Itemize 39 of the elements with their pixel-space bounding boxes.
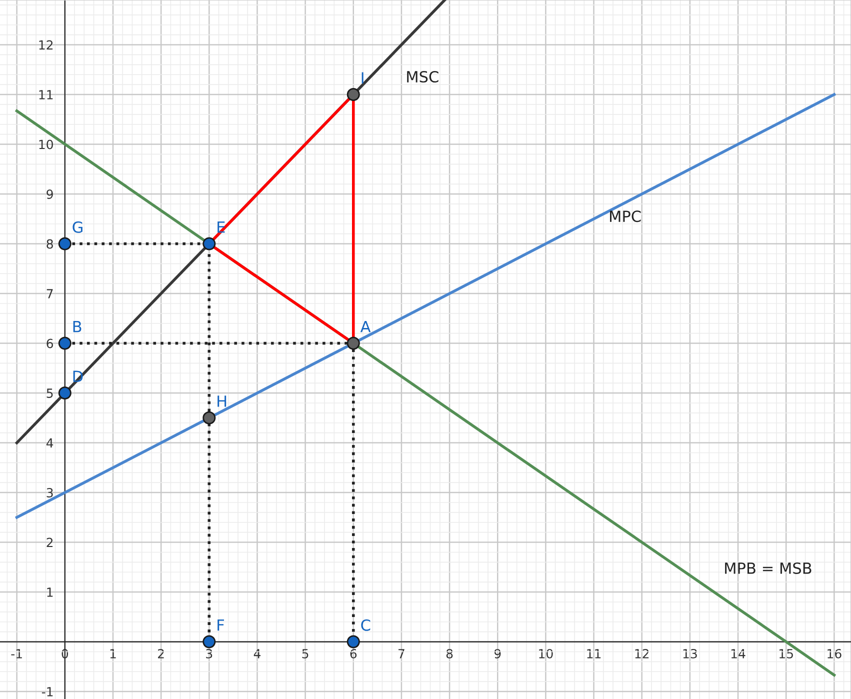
x-tick-label: 6: [350, 648, 357, 658]
x-tick-label: 9: [494, 648, 501, 658]
annotation: C: [361, 619, 370, 631]
y-tick-label: 9: [46, 190, 53, 199]
annotation: A: [360, 321, 371, 332]
x-tick-label: 1: [110, 649, 116, 658]
x-tick-label: 12: [635, 648, 649, 658]
y-tick-label: 6: [46, 338, 54, 348]
x-tick-label: -1: [11, 649, 22, 658]
y-tick-label: 1: [47, 588, 53, 597]
y-tick-label: -1: [42, 687, 53, 696]
x-tick-label: 7: [398, 649, 404, 658]
series-label: MSC: [407, 70, 438, 83]
annotation: G: [72, 221, 82, 233]
x-tick-label: 16: [828, 648, 842, 658]
y-tick-label: 4: [46, 438, 54, 448]
x-tick-label: 13: [683, 648, 697, 658]
x-tick-label: 15: [780, 649, 793, 658]
x-tick-label: 11: [587, 649, 601, 658]
y-tick-label: 10: [39, 140, 53, 150]
annotation: I: [362, 72, 364, 84]
annotation: B: [73, 321, 82, 332]
x-tick-label: 14: [731, 649, 746, 658]
x-tick-label: 5: [302, 649, 308, 658]
series-label: MPC: [610, 210, 641, 222]
y-tick-label: 5: [46, 388, 53, 398]
x-tick-label: 4: [254, 649, 260, 658]
y-tick-label: 12: [39, 40, 53, 50]
y-tick-label: 2: [46, 538, 53, 548]
y-tick-label: 3: [46, 488, 53, 498]
annotation: H: [218, 396, 226, 407]
x-tick-label: 10: [539, 648, 553, 658]
annotation: F: [218, 620, 224, 631]
y-tick-label: 11: [39, 90, 53, 100]
x-tick-label: 2: [158, 648, 164, 658]
y-tick-label: 8: [46, 239, 53, 249]
series-label: MPB = MSB: [725, 562, 812, 574]
y-tick-label: 7: [46, 289, 53, 298]
x-tick-label: 3: [206, 648, 212, 658]
